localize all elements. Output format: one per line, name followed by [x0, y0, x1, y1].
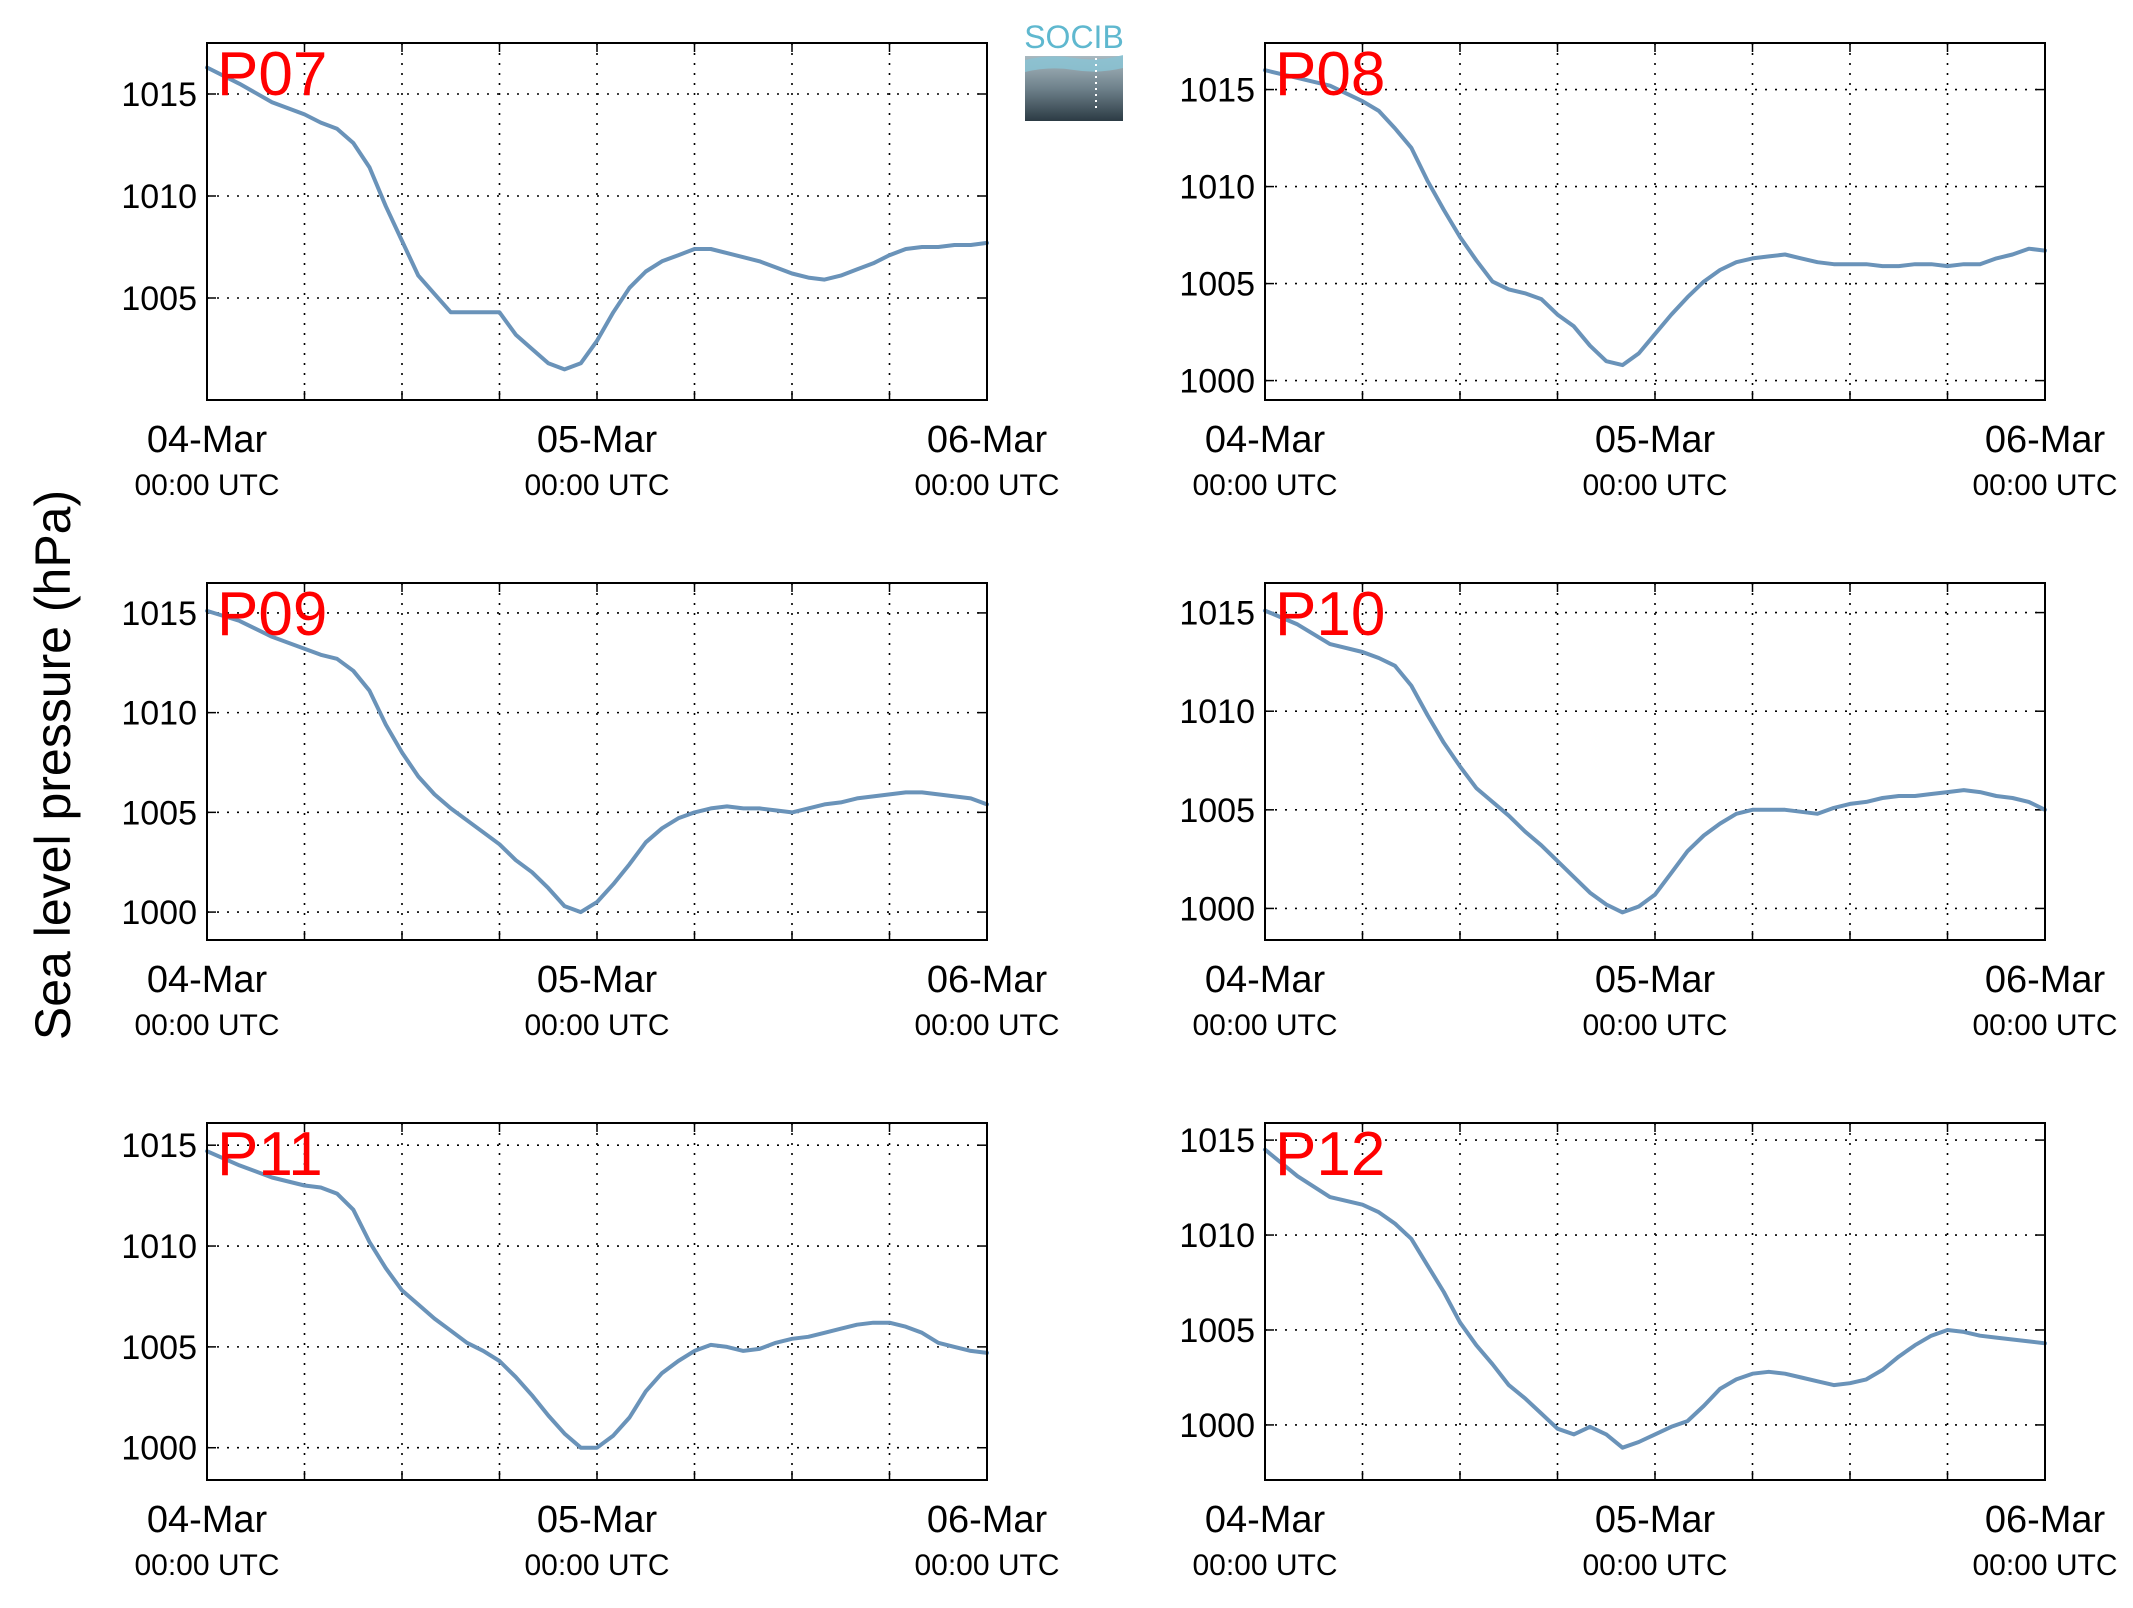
- plot-area: [207, 1123, 987, 1480]
- x-tick-label-time: 00:00 UTC: [1972, 1549, 2117, 1582]
- x-tick-label-time: 00:00 UTC: [524, 469, 669, 502]
- station-label: P09: [217, 580, 327, 649]
- x-tick-label-date: 04-Mar: [147, 959, 268, 1001]
- x-tick-label-date: 04-Mar: [1205, 419, 1326, 461]
- panel-p09: 1000 1005 1010 1015 P09 04-Mar 00:00 UTC 05-Mar…: [121, 580, 1059, 1042]
- y-tick-label: 1015: [121, 595, 197, 633]
- x-tick-label-date: 04-Mar: [1205, 1499, 1326, 1541]
- y-tick-label: 1010: [1179, 1217, 1255, 1255]
- x-tick-label-date: 06-Mar: [1985, 419, 2106, 461]
- y-tick-label: 1005: [1179, 1312, 1255, 1350]
- panel-p10: 1000 1005 1010 1015 P10 04-Mar 00:00 UTC 05-Mar…: [1179, 580, 2117, 1042]
- x-tick-label-date: 04-Mar: [147, 1499, 268, 1541]
- panel-p08: 1000 1005 1010 1015 P08 04-Mar 00:00 UTC 05-Mar…: [1179, 40, 2117, 502]
- x-tick-label-date: 05-Mar: [537, 1499, 658, 1541]
- y-tick-label: 1010: [121, 695, 197, 733]
- socib-logo: SOCIB: [1024, 19, 1124, 121]
- x-tick-label-time: 00:00 UTC: [134, 1549, 279, 1582]
- x-tick-label-time: 00:00 UTC: [1582, 469, 1727, 502]
- y-tick-label: 1005: [1179, 792, 1255, 830]
- axes-frame: [206, 1122, 988, 1481]
- x-tick-label-date: 05-Mar: [1595, 419, 1716, 461]
- y-tick-label: 1005: [121, 1329, 197, 1367]
- y-tick-label: 1015: [1179, 1122, 1255, 1160]
- y-tick-label: 1015: [121, 76, 197, 114]
- y-tick-label: 1015: [121, 1127, 197, 1165]
- y-tick-label: 1005: [121, 280, 197, 318]
- series-line-p10: [1263, 608, 2047, 915]
- y-tick-label: 1015: [1179, 72, 1255, 110]
- x-tick-label-date: 06-Mar: [927, 419, 1048, 461]
- y-tick-label: 1010: [1179, 693, 1255, 731]
- x-tick-label-date: 05-Mar: [537, 419, 658, 461]
- plot-area: [1265, 583, 2045, 940]
- panels: 1005 1010 1015 P07 04-Mar 00:00 UTC 05-Mar 00:0…: [121, 40, 2117, 1582]
- series-line-p07: [205, 65, 989, 372]
- y-tick-label: 1005: [121, 794, 197, 832]
- y-tick-label: 1005: [1179, 266, 1255, 304]
- x-tick-label-date: 06-Mar: [1985, 1499, 2106, 1541]
- x-tick-label-date: 04-Mar: [1205, 959, 1326, 1001]
- axes-frame: [1264, 42, 2046, 401]
- panel-p12: 1000 1005 1010 1015 P12 04-Mar 00:00 UTC 05-Mar…: [1179, 1120, 2117, 1582]
- plot-area: [1265, 43, 2045, 400]
- y-tick-label: 1000: [1179, 363, 1255, 401]
- station-label: P11: [217, 1120, 323, 1189]
- axes-frame: [1264, 582, 2046, 941]
- x-tick-label-time: 00:00 UTC: [1972, 469, 2117, 502]
- y-tick-label: 1000: [1179, 890, 1255, 928]
- series-line-p08: [1263, 68, 2047, 368]
- x-tick-label-date: 04-Mar: [147, 419, 268, 461]
- station-label: P12: [1275, 1120, 1385, 1189]
- series-line-p09: [205, 608, 989, 915]
- axes-frame: [1264, 1122, 2046, 1481]
- x-tick-label-time: 00:00 UTC: [1582, 1009, 1727, 1042]
- plot-area: [207, 583, 987, 940]
- y-axis-label: Sea level pressure (hPa): [25, 490, 81, 1040]
- x-tick-label-date: 05-Mar: [537, 959, 658, 1001]
- y-tick-label: 1010: [121, 178, 197, 216]
- y-tick-label: 1015: [1179, 595, 1255, 633]
- plot-area: [1265, 1123, 2045, 1480]
- x-tick-label-time: 00:00 UTC: [134, 469, 279, 502]
- x-tick-label-time: 00:00 UTC: [524, 1549, 669, 1582]
- x-tick-label-date: 05-Mar: [1595, 959, 1716, 1001]
- y-tick-label: 1010: [121, 1228, 197, 1266]
- x-tick-label-time: 00:00 UTC: [1582, 1549, 1727, 1582]
- series-line-p11: [205, 1149, 989, 1450]
- station-label: P07: [217, 40, 327, 109]
- logo-text: SOCIB: [1024, 19, 1124, 55]
- x-tick-label-date: 06-Mar: [1985, 959, 2106, 1001]
- axes-frame: [206, 42, 988, 401]
- x-tick-label-date: 05-Mar: [1595, 1499, 1716, 1541]
- station-label: P08: [1275, 40, 1385, 109]
- x-tick-label-time: 00:00 UTC: [1192, 1549, 1337, 1582]
- x-tick-label-date: 06-Mar: [927, 959, 1048, 1001]
- x-tick-label-time: 00:00 UTC: [914, 1549, 1059, 1582]
- axes-frame: [206, 582, 988, 941]
- y-tick-label: 1000: [121, 1430, 197, 1468]
- x-tick-label-date: 06-Mar: [927, 1499, 1048, 1541]
- x-tick-label-time: 00:00 UTC: [914, 469, 1059, 502]
- x-tick-label-time: 00:00 UTC: [1972, 1009, 2117, 1042]
- x-tick-label-time: 00:00 UTC: [134, 1009, 279, 1042]
- x-tick-label-time: 00:00 UTC: [914, 1009, 1059, 1042]
- panel-p11: 1000 1005 1010 1015 P11 04-Mar 00:00 UTC 05-Mar…: [121, 1120, 1059, 1582]
- x-tick-label-time: 00:00 UTC: [1192, 1009, 1337, 1042]
- y-tick-label: 1000: [121, 894, 197, 932]
- y-tick-label: 1010: [1179, 169, 1255, 207]
- series-line-p12: [1263, 1147, 2047, 1450]
- panel-p07: 1005 1010 1015 P07 04-Mar 00:00 UTC 05-Mar 00:0…: [121, 40, 1059, 502]
- y-tick-label: 1000: [1179, 1407, 1255, 1445]
- station-label: P10: [1275, 580, 1385, 649]
- x-tick-label-time: 00:00 UTC: [524, 1009, 669, 1042]
- x-tick-label-time: 00:00 UTC: [1192, 469, 1337, 502]
